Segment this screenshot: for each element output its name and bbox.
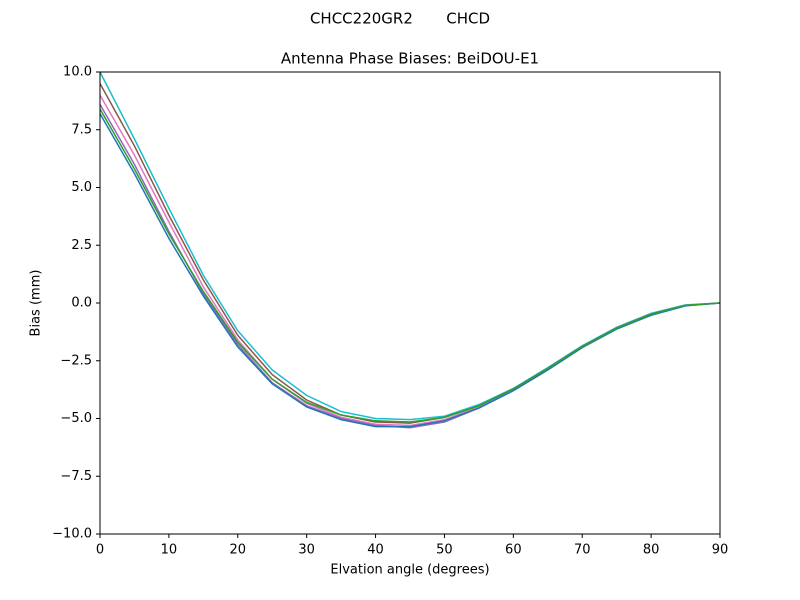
plot-area: [99, 71, 721, 429]
y-tick-label: −2.5: [60, 353, 92, 368]
y-axis-label: Bias (mm): [29, 270, 44, 337]
suptitle: CHCC220GR2 CHCD: [310, 10, 490, 28]
y-tick-label: −5.0: [60, 411, 92, 426]
x-tick-label: 60: [505, 543, 522, 558]
x-tick-label: 70: [574, 543, 591, 558]
series-line: [99, 113, 721, 428]
y-tick-label: 7.5: [71, 122, 92, 137]
x-tick-label: 40: [367, 543, 384, 558]
y-tick-label: −10.0: [52, 527, 92, 542]
x-tick-label: 80: [643, 543, 660, 558]
y-tick-label: 2.5: [71, 238, 92, 253]
series-line: [99, 108, 721, 423]
y-tick-label: 10.0: [63, 65, 92, 80]
y-tick-label: 5.0: [71, 180, 92, 195]
y-tick-label: −7.5: [60, 469, 92, 484]
chart-title: Antenna Phase Biases: BeiDOU-E1: [281, 50, 539, 68]
y-tick-label: 0.0: [71, 296, 92, 311]
x-tick-label: 90: [712, 543, 729, 558]
x-tick-label: 10: [161, 543, 178, 558]
x-axis-label: Elvation angle (degrees): [330, 563, 489, 578]
x-tick-label: 0: [96, 543, 104, 558]
x-tick-label: 30: [298, 543, 315, 558]
x-tick-label: 50: [436, 543, 453, 558]
x-tick-label: 20: [230, 543, 247, 558]
